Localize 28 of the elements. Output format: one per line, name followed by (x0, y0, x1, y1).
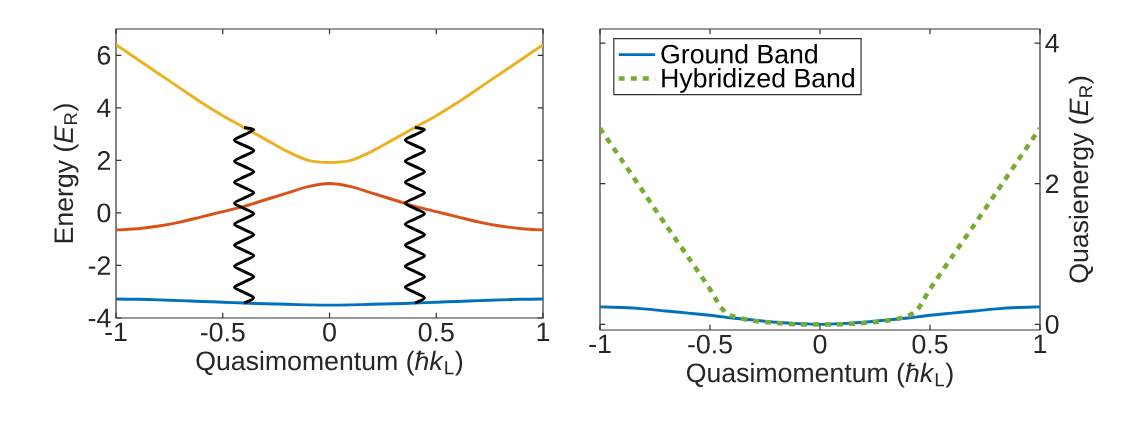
x-tick-label: -0.5 (688, 334, 732, 354)
line-series (116, 182, 544, 232)
x-axis-title: Quasimomentum (ħk$_{L}$) (686, 362, 953, 388)
x-tick-label: -0.5 (200, 322, 245, 342)
y-tick-label: 4 (97, 98, 111, 117)
y-axis-title: Energy (E$_{R}$) (53, 104, 79, 243)
y-tick-label: 2 (97, 151, 110, 170)
x-tick-label: 1 (1034, 334, 1047, 354)
x-tick-label: 0.5 (912, 334, 948, 354)
line-series (116, 297, 544, 307)
line-series (233, 126, 256, 305)
line-series (403, 126, 426, 305)
x-axis-title: Quasimomentum (ħk$_{L}$) (196, 350, 463, 376)
y-tick-label: 2 (1046, 174, 1059, 194)
y-tick-label: 4 (1045, 33, 1059, 53)
y-tick-label: 0 (97, 203, 111, 223)
legend-label: Ground Band (661, 43, 817, 64)
x-tick-label: -1 (589, 334, 611, 354)
x-tick-label: 1 (537, 322, 550, 342)
y-tick-label: 6 (97, 45, 111, 65)
x-tick-label: 0 (323, 322, 336, 342)
y-tick-label: -2 (88, 256, 110, 275)
x-tick-label: 0 (813, 334, 827, 354)
y-axis-title: Quasienergy (E$_{R}$) (1068, 76, 1094, 283)
line-series (600, 125, 1040, 327)
legend-label: Hybridized Band (662, 67, 854, 93)
line-series (116, 43, 544, 164)
x-tick-label: 0.5 (418, 322, 454, 342)
